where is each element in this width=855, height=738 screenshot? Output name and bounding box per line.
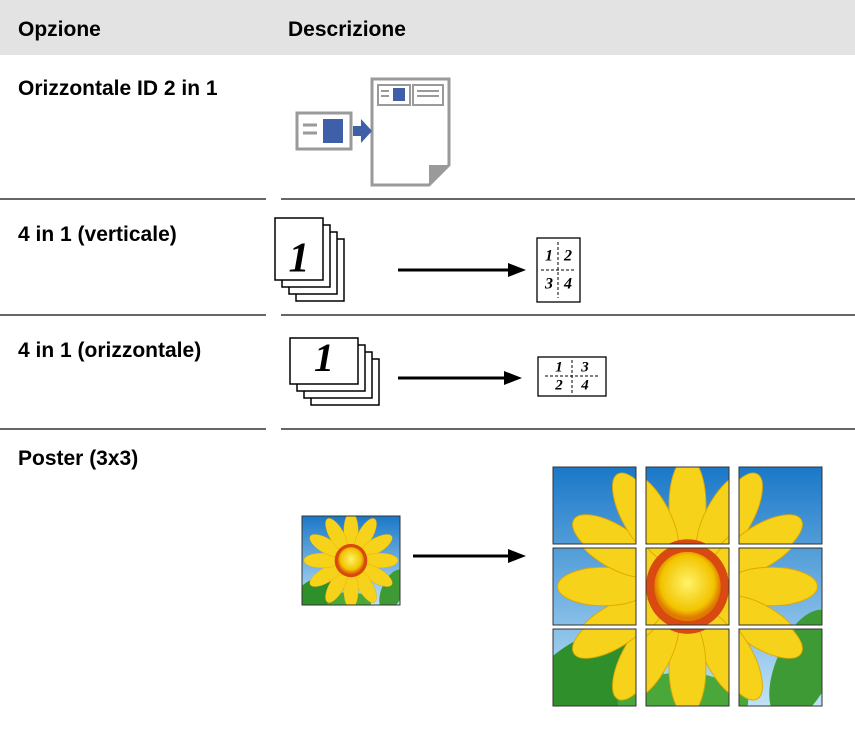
tile-border — [738, 466, 823, 545]
option-label: 4 in 1 (orizzontale) — [18, 339, 201, 362]
tile-border — [645, 628, 730, 707]
poster-tiles — [552, 466, 823, 707]
header-cell: Opzione — [18, 18, 101, 41]
grid-number: 1 — [545, 248, 553, 265]
tile-border — [552, 547, 637, 626]
tile-border — [645, 547, 730, 626]
grid-number: 1 — [555, 359, 563, 375]
arrow-head — [508, 549, 526, 563]
grid-number: 3 — [580, 359, 589, 375]
option-label: 4 in 1 (verticale) — [18, 223, 177, 246]
grid-number: 3 — [544, 276, 553, 293]
tile-border — [645, 466, 730, 545]
grid-number: 4 — [580, 377, 589, 393]
page-stack — [274, 217, 345, 302]
grid-number: 2 — [554, 377, 563, 393]
grid-number: 2 — [563, 248, 572, 265]
header-bg — [0, 0, 855, 55]
page-divider — [545, 360, 600, 393]
option-label: Orizzontale ID 2 in 1 — [18, 77, 218, 100]
image-border — [301, 515, 401, 606]
page-number: 1 — [314, 335, 334, 380]
page-stack — [289, 337, 380, 406]
arrow-head — [508, 263, 526, 277]
grid-number: 4 — [563, 276, 572, 293]
arrow-head — [504, 371, 522, 385]
option-label: Poster (3x3) — [18, 447, 138, 470]
tile-border — [552, 466, 637, 545]
tile-border — [738, 547, 823, 626]
row-separators — [0, 198, 855, 430]
tile-border — [552, 628, 637, 707]
page-divider — [541, 242, 576, 298]
page-number: 1 — [289, 236, 310, 282]
tile-border — [738, 628, 823, 707]
header-cell: Descrizione — [288, 18, 406, 41]
id-illustration — [295, 77, 451, 187]
